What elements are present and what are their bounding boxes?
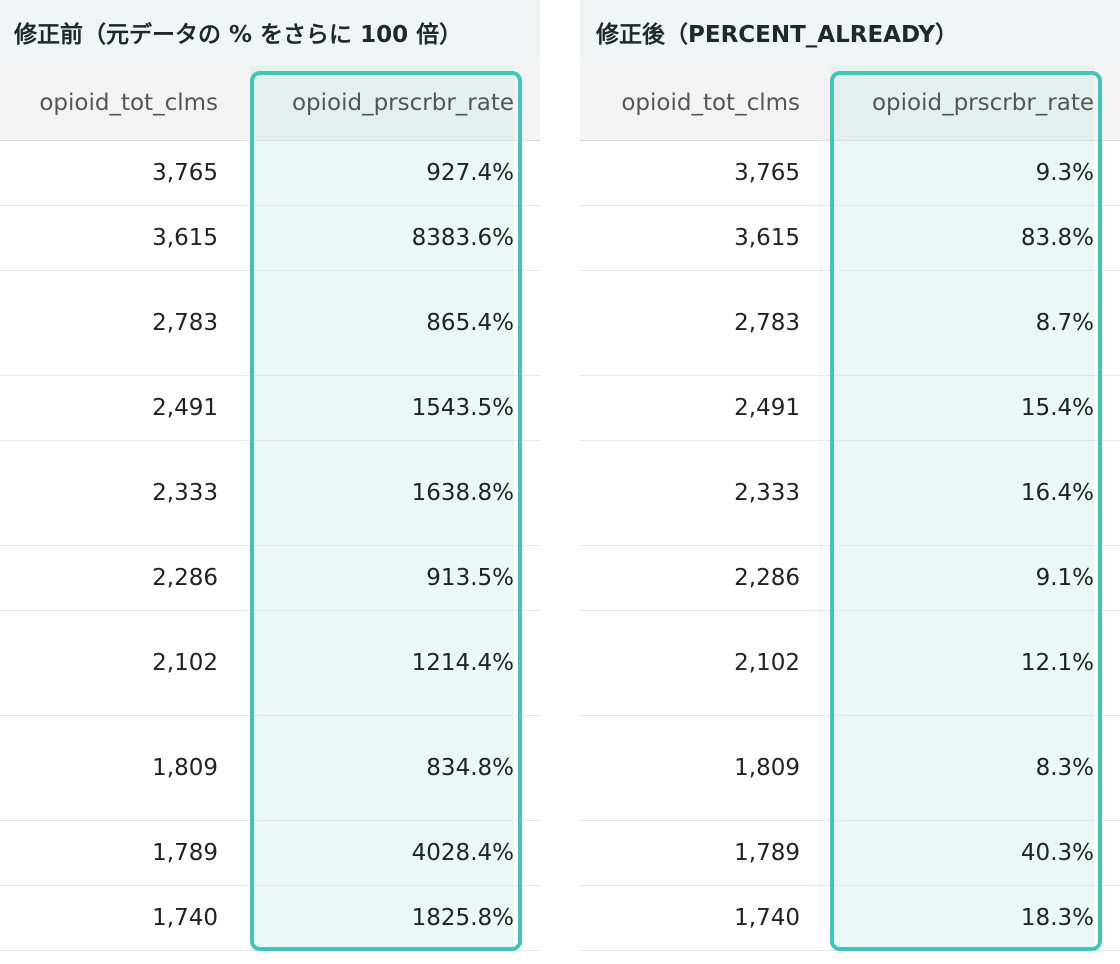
cell-prscrbr-rate: 1543.5% [250,376,514,440]
cell-tot-clms: 2,286 [734,565,800,591]
data-table: opioid_tot_clms opioid_prscrbr_rate 3,76… [580,66,1120,951]
cell-prscrbr-rate: 1638.8% [250,441,514,545]
table-header-row: opioid_tot_clms opioid_prscrbr_rate [580,66,1120,141]
cell-tot-clms: 1,740 [152,905,218,931]
cell-tot-clms: 1,809 [152,755,218,781]
cell-prscrbr-rate: 834.8% [250,716,514,820]
table-row[interactable]: 1,809 8.3% [580,716,1120,821]
cell-tot-clms: 3,615 [734,225,800,251]
cell-prscrbr-rate: 8.3% [830,716,1094,820]
cell-prscrbr-rate: 8.7% [830,271,1094,375]
cell-prscrbr-rate: 83.8% [830,206,1094,270]
table-row[interactable]: 3,615 83.8% [580,206,1120,271]
table-row[interactable]: 2,102 1214.4% [0,611,540,716]
data-table: opioid_tot_clms opioid_prscrbr_rate 3,76… [0,66,540,951]
after-fix-panel: 修正後（PERCENT_ALREADY） opioid_tot_clms opi… [580,0,1120,964]
cell-tot-clms: 3,765 [734,160,800,186]
cell-prscrbr-rate: 40.3% [830,821,1094,885]
table-row[interactable]: 1,789 40.3% [580,821,1120,886]
cell-prscrbr-rate: 18.3% [830,886,1094,950]
table-row[interactable]: 1,789 4028.4% [0,821,540,886]
column-header-opioid-prscrbr-rate[interactable]: opioid_prscrbr_rate [830,66,1094,140]
table-row[interactable]: 2,783 8.7% [580,271,1120,376]
table-row[interactable]: 1,740 1825.8% [0,886,540,951]
cell-prscrbr-rate: 4028.4% [250,821,514,885]
table-row[interactable]: 2,333 16.4% [580,441,1120,546]
table-row[interactable]: 2,286 913.5% [0,546,540,611]
before-fix-panel: 修正前（元データの % をさらに 100 倍） opioid_tot_clms … [0,0,540,964]
cell-prscrbr-rate: 12.1% [830,611,1094,715]
table-row[interactable]: 2,102 12.1% [580,611,1120,716]
cell-tot-clms: 2,333 [152,480,218,506]
panel-title: 修正後（PERCENT_ALREADY） [580,0,1120,66]
cell-prscrbr-rate: 913.5% [250,546,514,610]
cell-tot-clms: 1,789 [152,840,218,866]
cell-tot-clms: 3,765 [152,160,218,186]
column-header-opioid-tot-clms[interactable]: opioid_tot_clms [621,90,800,116]
table-row[interactable]: 3,765 927.4% [0,141,540,206]
table-row[interactable]: 1,740 18.3% [580,886,1120,951]
cell-prscrbr-rate: 9.3% [830,141,1094,205]
column-header-opioid-tot-clms[interactable]: opioid_tot_clms [39,90,218,116]
cell-tot-clms: 2,102 [734,650,800,676]
cell-tot-clms: 1,789 [734,840,800,866]
table-row[interactable]: 1,809 834.8% [0,716,540,821]
table-row[interactable]: 2,491 15.4% [580,376,1120,441]
panel-gap [540,0,580,964]
table-row[interactable]: 3,615 8383.6% [0,206,540,271]
cell-tot-clms: 1,740 [734,905,800,931]
cell-prscrbr-rate: 9.1% [830,546,1094,610]
cell-tot-clms: 2,333 [734,480,800,506]
column-header-opioid-prscrbr-rate[interactable]: opioid_prscrbr_rate [250,66,514,140]
cell-prscrbr-rate: 16.4% [830,441,1094,545]
cell-prscrbr-rate: 1214.4% [250,611,514,715]
cell-tot-clms: 2,491 [734,395,800,421]
cell-prscrbr-rate: 1825.8% [250,886,514,950]
table-row[interactable]: 2,491 1543.5% [0,376,540,441]
table-row[interactable]: 2,333 1638.8% [0,441,540,546]
cell-prscrbr-rate: 927.4% [250,141,514,205]
cell-tot-clms: 2,783 [734,310,800,336]
table-row[interactable]: 2,286 9.1% [580,546,1120,611]
table-row[interactable]: 3,765 9.3% [580,141,1120,206]
cell-tot-clms: 2,783 [152,310,218,336]
table-header-row: opioid_tot_clms opioid_prscrbr_rate [0,66,540,141]
cell-tot-clms: 2,102 [152,650,218,676]
cell-tot-clms: 2,491 [152,395,218,421]
cell-tot-clms: 1,809 [734,755,800,781]
cell-tot-clms: 3,615 [152,225,218,251]
cell-prscrbr-rate: 8383.6% [250,206,514,270]
cell-prscrbr-rate: 15.4% [830,376,1094,440]
panel-title: 修正前（元データの % をさらに 100 倍） [0,0,540,66]
cell-prscrbr-rate: 865.4% [250,271,514,375]
cell-tot-clms: 2,286 [152,565,218,591]
table-row[interactable]: 2,783 865.4% [0,271,540,376]
